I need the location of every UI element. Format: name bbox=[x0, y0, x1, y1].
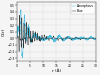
Blue bbox=[95, 38, 96, 39]
Blue bbox=[46, 38, 47, 39]
Amorphous bbox=[95, 39, 97, 40]
Y-axis label: G(r): G(r) bbox=[2, 28, 6, 36]
Blue bbox=[36, 38, 37, 39]
Line: Blue: Blue bbox=[17, 15, 96, 52]
Amorphous bbox=[36, 36, 37, 37]
X-axis label: r (Å): r (Å) bbox=[52, 69, 61, 73]
Amorphous bbox=[16, 32, 18, 33]
Amorphous bbox=[35, 37, 36, 38]
Blue bbox=[18, 51, 20, 52]
Amorphous bbox=[95, 39, 96, 40]
Blue bbox=[52, 38, 53, 39]
Amorphous bbox=[20, 9, 22, 10]
Blue bbox=[19, 15, 20, 16]
Line: Amorphous: Amorphous bbox=[17, 10, 96, 58]
Legend: Amorphous, Blue: Amorphous, Blue bbox=[71, 3, 95, 14]
Amorphous bbox=[22, 58, 23, 59]
Amorphous bbox=[46, 38, 47, 39]
Blue bbox=[16, 38, 18, 39]
Blue bbox=[35, 36, 36, 37]
Blue bbox=[35, 32, 36, 33]
Blue bbox=[95, 38, 97, 39]
Amorphous bbox=[35, 35, 36, 36]
